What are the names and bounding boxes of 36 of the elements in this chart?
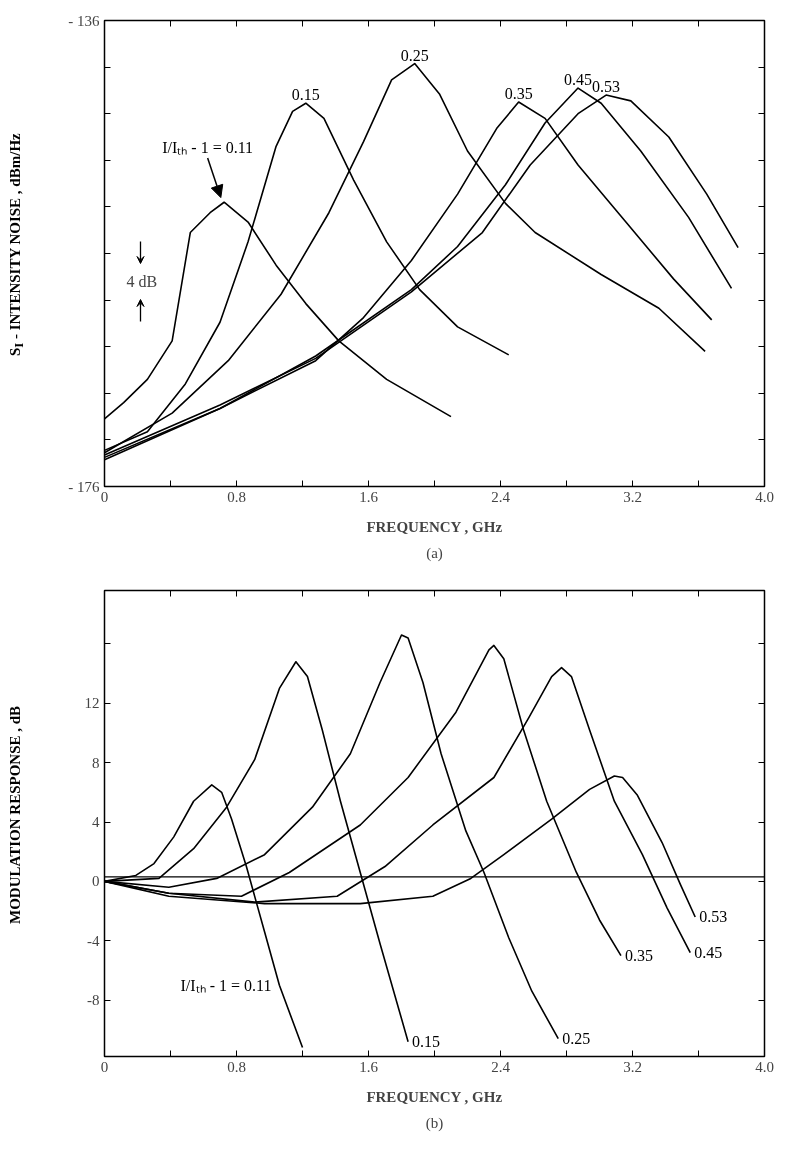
series-label: I/Iₜₕ - 1 = 0.11	[180, 976, 272, 994]
y-tick-label: -4	[87, 932, 100, 949]
series-label: 0.53	[592, 78, 621, 96]
text: (b)	[425, 1114, 444, 1132]
text: I/Iₜₕ - 1 = 0.11	[162, 138, 254, 156]
annotation: 4 dB	[126, 273, 158, 290]
series-label: 0.45	[694, 944, 723, 962]
x-tick-label: 0.8	[227, 1058, 246, 1075]
x-axis-title: FREQUENCY , GHz	[366, 1088, 503, 1105]
y-tick-label: - 136	[68, 12, 100, 29]
series-label: 0.15	[291, 86, 320, 104]
x-tick-label: 1.6	[359, 1058, 379, 1075]
series-label: 0.35	[624, 947, 653, 965]
y-tick-label: 12	[84, 695, 100, 712]
x-tick-label: 4.0	[755, 488, 774, 505]
x-tick-label: 4.0	[755, 1058, 774, 1075]
x-tick-label: 3.2	[623, 488, 642, 505]
x-tick-label: 1.6	[359, 488, 379, 505]
x-tick-label: 2.4	[491, 1058, 511, 1075]
x-tick-label: 0.8	[227, 488, 246, 505]
y-tick-label: 4	[92, 814, 100, 831]
text: (a)	[426, 544, 443, 562]
y-tick-label: 8	[92, 754, 100, 771]
y-tick-label: -8	[87, 992, 100, 1009]
x-tick-label: 2.4	[491, 488, 511, 505]
series-label: 0.35	[504, 85, 533, 103]
x-tick-label: 3.2	[623, 1058, 642, 1075]
series-label: 0.25	[562, 1030, 591, 1048]
series-label: 0.45	[564, 71, 593, 89]
y-tick-label: 0	[92, 873, 100, 890]
series-label: 0.25	[400, 46, 429, 64]
series-label: 0.53	[699, 908, 728, 926]
y-tick-label: - 176	[68, 478, 100, 495]
x-axis-title: FREQUENCY , GHz	[366, 518, 503, 535]
series-label: 0.15	[412, 1033, 441, 1051]
y-axis-title: MODULATION RESPONSE , dB	[6, 705, 24, 925]
